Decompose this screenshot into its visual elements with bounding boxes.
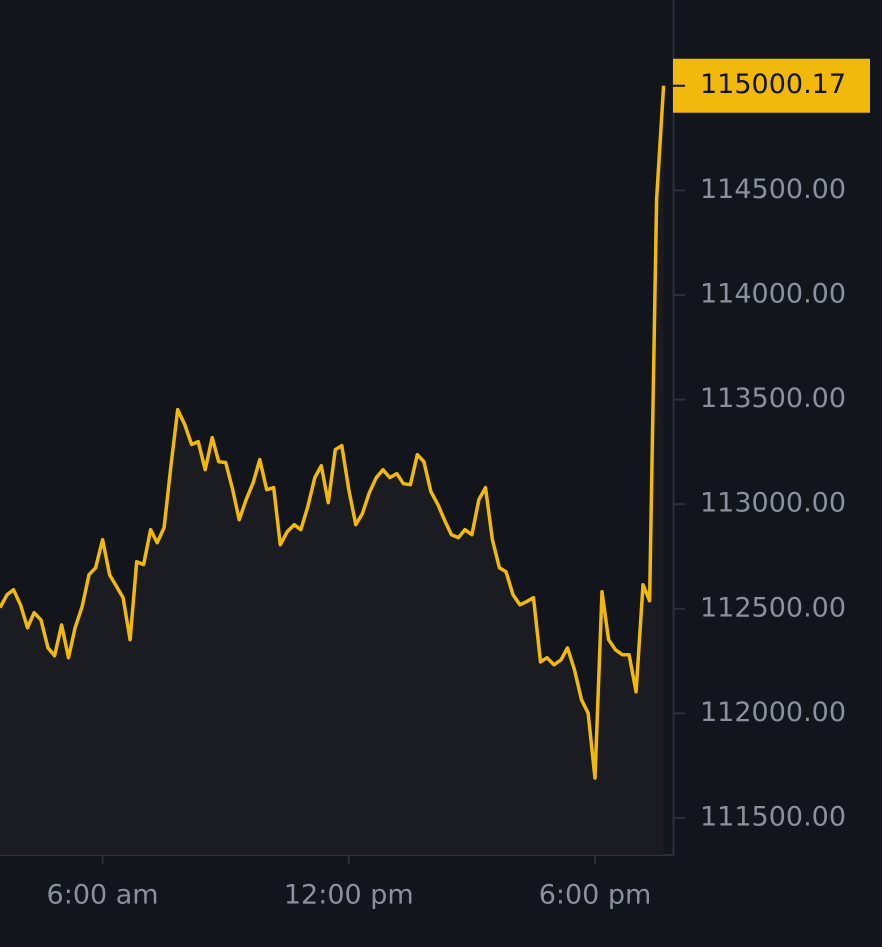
x-tick-label: 6:00 pm xyxy=(539,880,652,911)
price-line xyxy=(0,85,666,780)
y-tick-label: 114500.00 xyxy=(700,174,846,205)
area-fill xyxy=(0,85,664,855)
y-tick-label: 114000.00 xyxy=(700,278,846,309)
y-tick-label: 112500.00 xyxy=(700,592,846,623)
y-tick-label: 113000.00 xyxy=(700,488,846,519)
x-tick-label: 6:00 am xyxy=(47,880,159,911)
price-tag-label: 115000.17 xyxy=(700,69,846,100)
price-tag xyxy=(673,58,870,113)
y-tick-label: 113500.00 xyxy=(700,383,846,414)
y-tick-label: 112000.00 xyxy=(700,697,846,728)
y-tick-label: 111500.00 xyxy=(700,801,846,832)
x-tick-label: 12:00 pm xyxy=(284,880,414,911)
